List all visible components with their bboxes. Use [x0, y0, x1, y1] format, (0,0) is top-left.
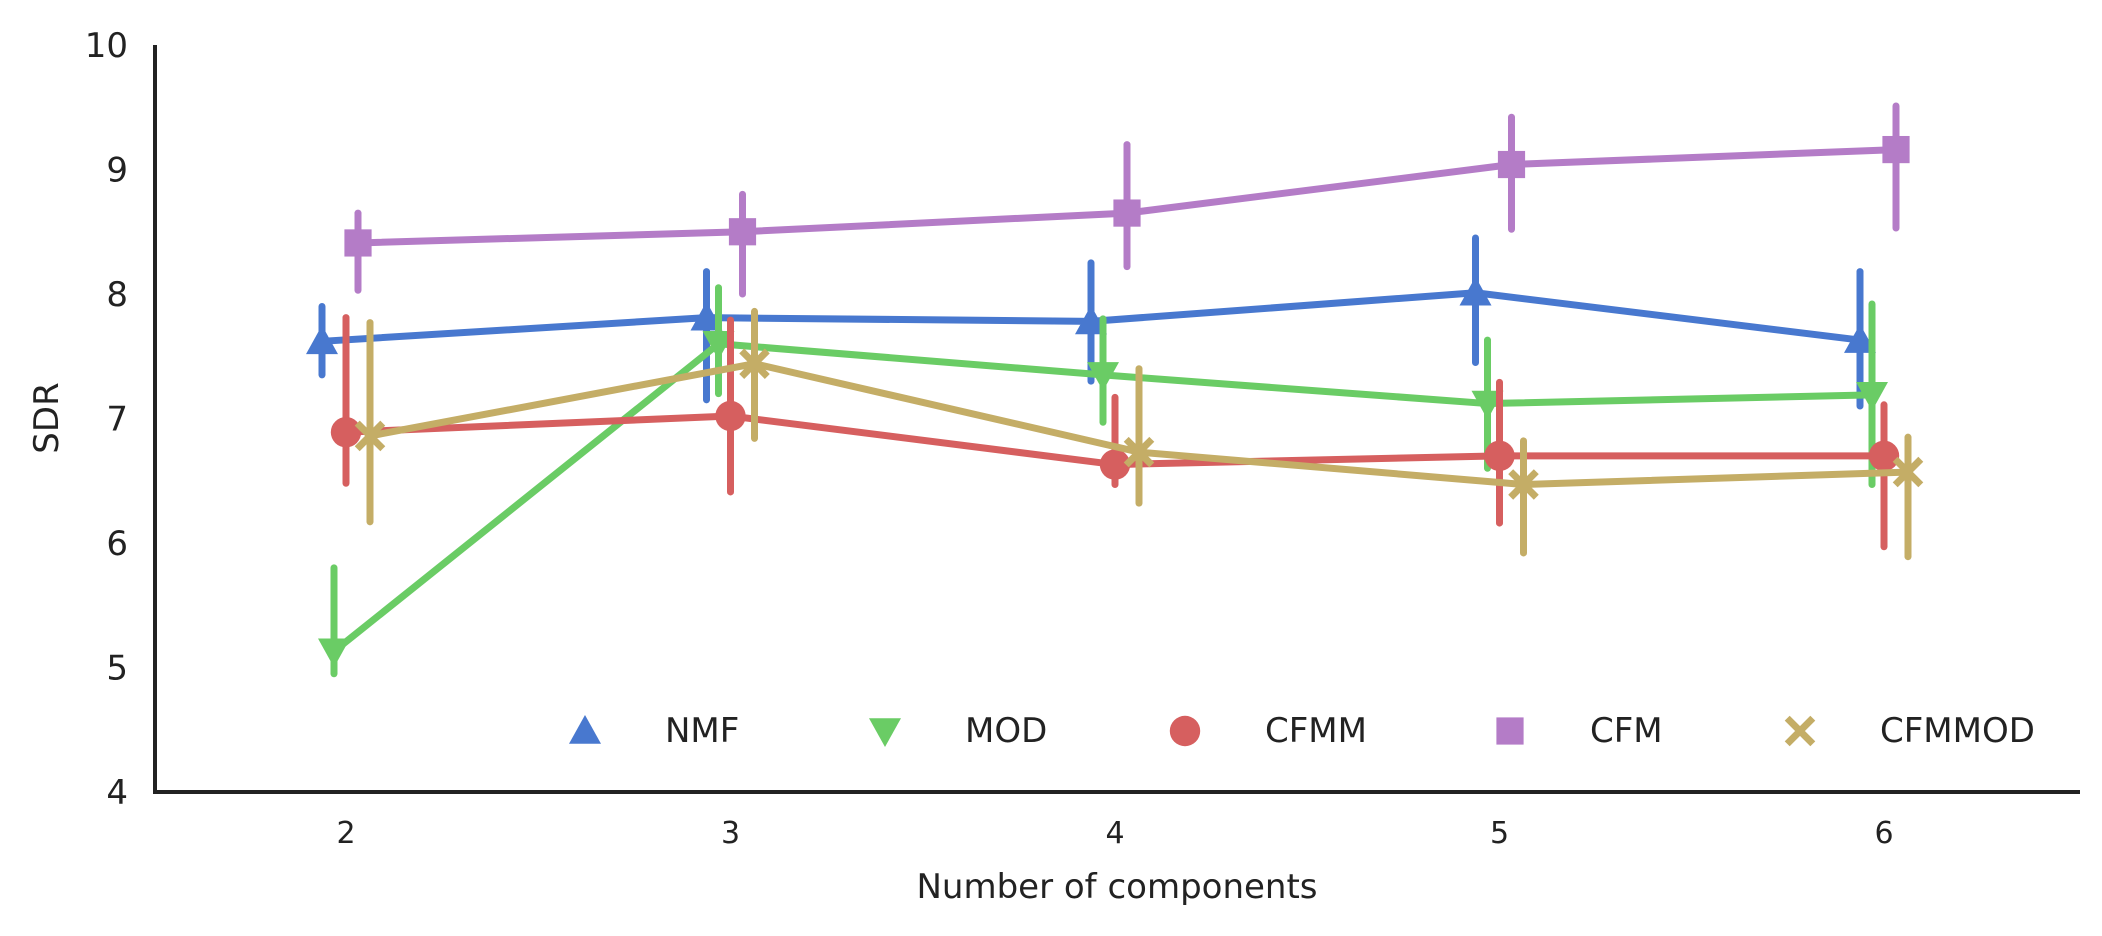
x-tick-label: 3 [721, 816, 740, 851]
legend-marker-cfmm [1169, 715, 1201, 747]
legend-marker-nmf [569, 715, 601, 744]
data-point-nmf [306, 325, 338, 355]
y-tick-label: 4 [106, 773, 128, 813]
legend-item-cfmmod: CFMMOD [1784, 711, 2035, 751]
axes: 4 5 6 7 8 9 10 2 3 4 5 6 [85, 26, 2080, 851]
y-tick-label: 7 [106, 400, 128, 440]
x-tick-label: 4 [1105, 816, 1124, 851]
y-axis-title: SDR [27, 382, 67, 453]
x-tick-label: 6 [1874, 816, 1893, 851]
data-point-cfmmod [354, 420, 386, 452]
y-tick-label: 5 [106, 649, 128, 689]
x-tick-labels: 2 3 4 5 6 [336, 816, 1893, 851]
data-point-cfm [1497, 150, 1526, 179]
x-tick-label: 2 [336, 816, 355, 851]
data-point-nmf [1459, 276, 1492, 306]
legend-item-cfm: CFM [1496, 711, 1663, 751]
data-point-cfmmod [739, 348, 770, 379]
data-point-mod [318, 638, 350, 668]
data-point-mod [702, 331, 735, 360]
legend-label-mod: MOD [965, 711, 1047, 751]
series-nmf [306, 234, 1876, 410]
data-point-cfm [1113, 199, 1141, 227]
legend-label-cfm: CFM [1590, 711, 1663, 751]
series-cfmm [330, 314, 1900, 551]
data-point-nmf [1075, 305, 1107, 335]
legend: NMF MOD CFMM CFM CFMMOD [569, 711, 2035, 751]
series-cfm [344, 102, 1910, 298]
data-point-cfmm [715, 400, 746, 432]
legend-marker-cfm [1496, 717, 1524, 745]
data-point-nmf [690, 301, 723, 331]
data-point-cfm [344, 229, 372, 257]
data-point-nmf [1844, 324, 1876, 353]
y-tick-label: 6 [106, 524, 128, 564]
legend-item-nmf: NMF [569, 711, 739, 751]
data-point-cfmmod [1508, 469, 1539, 500]
data-point-cfmm [1099, 449, 1131, 480]
data-point-cfm [728, 218, 757, 246]
data-point-cfmm [1484, 440, 1515, 472]
legend-marker-mod [869, 718, 901, 747]
series-mod [318, 284, 1888, 678]
data-point-mod [1087, 362, 1119, 391]
data-point-cfmm [330, 416, 362, 448]
x-tick-label: 5 [1490, 816, 1509, 851]
data-point-mod [1856, 382, 1888, 411]
series-cfmmod [354, 307, 1924, 561]
legend-label-cfmmod: CFMMOD [1880, 711, 2035, 751]
data-point-cfmmod [1892, 456, 1924, 488]
x-axis-title: Number of components [916, 867, 1317, 907]
data-point-cfmmod [1123, 436, 1155, 468]
data-point-mod [1471, 390, 1504, 420]
legend-label-nmf: NMF [665, 711, 739, 751]
legend-item-cfmm: CFMM [1169, 711, 1367, 751]
y-tick-label: 8 [106, 275, 128, 315]
legend-item-mod: MOD [869, 711, 1047, 751]
plot-area [306, 102, 1924, 678]
data-point-cfm [1882, 135, 1910, 164]
y-tick-label: 10 [85, 26, 128, 66]
legend-marker-cfmmod [1784, 715, 1816, 747]
y-tick-labels: 4 5 6 7 8 9 10 [85, 26, 128, 813]
data-point-cfmm [1868, 440, 1900, 472]
y-tick-label: 9 [106, 151, 128, 191]
legend-label-cfmm: CFMM [1265, 711, 1367, 751]
